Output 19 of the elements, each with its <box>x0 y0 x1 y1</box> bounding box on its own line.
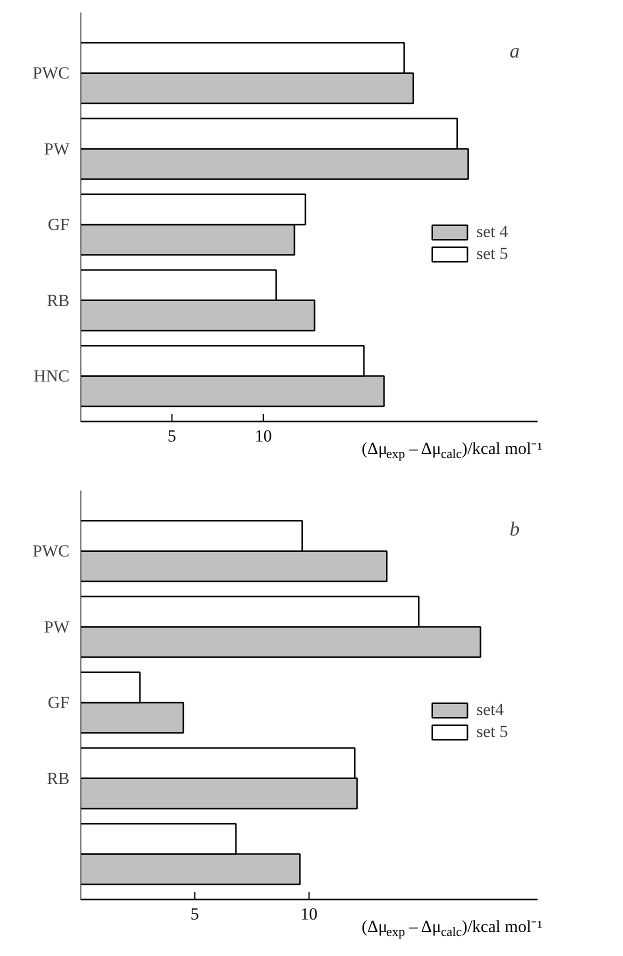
text: b <box>510 518 520 540</box>
y-tick-label: HNC <box>34 366 70 386</box>
y-tick-label: PWC <box>32 64 70 83</box>
y-tick-label: PW <box>44 617 70 636</box>
y-tick-label: GF <box>48 693 70 712</box>
y-tick-label: RB <box>46 290 70 310</box>
x-tick-label: 5 <box>168 426 176 446</box>
legend-label: set 5 <box>476 244 508 264</box>
text: a <box>510 40 520 62</box>
y-tick-label: GF <box>48 215 70 234</box>
legend-label: set4 <box>476 700 504 720</box>
x-tick-label: 10 <box>300 904 318 924</box>
x-tick-label: 10 <box>254 426 272 446</box>
legend-label: set 5 <box>476 722 508 742</box>
y-tick-label: PWC <box>32 542 70 561</box>
y-tick-label: PW <box>44 139 70 158</box>
y-tick-label: RB <box>46 768 70 788</box>
legend-label: set 4 <box>476 222 508 242</box>
x-tick-label: 5 <box>190 904 200 924</box>
